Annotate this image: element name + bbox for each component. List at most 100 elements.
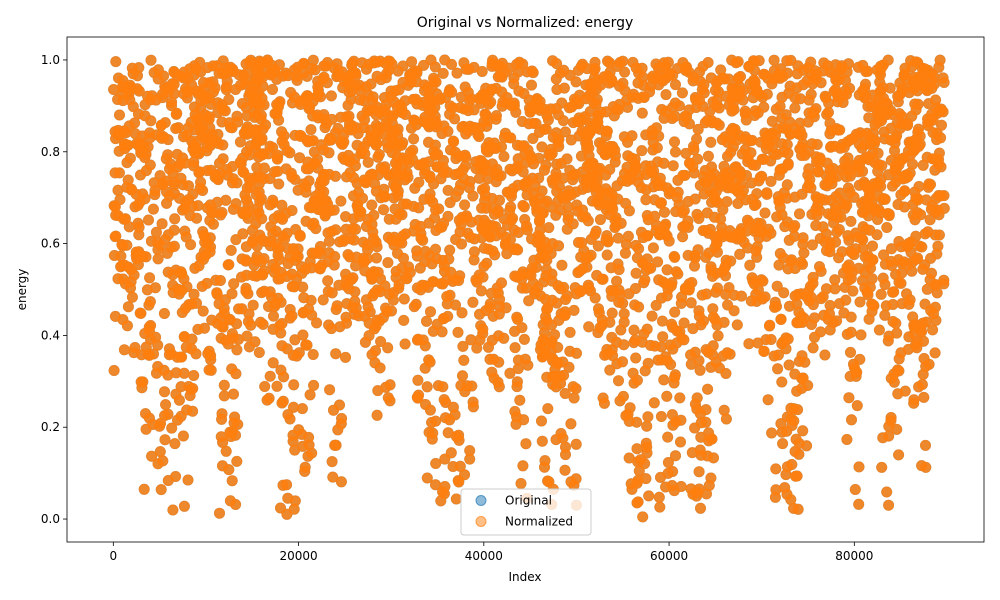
point-normalized [515,478,527,489]
point-normalized [509,342,521,354]
point-normalized [777,438,789,450]
point-normalized [147,203,159,215]
point-normalized [593,307,605,319]
point-normalized [471,342,483,354]
point-normalized [883,499,895,511]
point-normalized [141,284,153,296]
point-normalized [855,329,867,341]
point-normalized [296,403,308,415]
point-normalized [762,394,774,406]
point-normalized [694,364,706,376]
plot-area [66,36,985,543]
point-normalized [428,178,440,190]
point-normalized [276,199,288,211]
point-normalized [452,326,464,338]
point-normalized [421,472,433,484]
point-normalized [693,466,705,478]
point-normalized [674,392,686,404]
point-normalized [330,348,342,360]
point-normalized [849,484,861,495]
point-normalized [829,274,841,286]
point-normalized [156,218,168,230]
point-normalized [399,338,411,350]
point-normalized [449,169,461,181]
point-normalized [601,249,613,261]
point-normalized [661,390,673,402]
point-normalized [305,124,317,136]
point-normalized [288,379,300,391]
point-normalized [108,365,120,376]
point-normalized [520,438,532,450]
point-normalized [207,218,219,230]
point-normalized [853,498,865,510]
point-normalized [920,439,931,451]
point-normalized [457,340,469,352]
point-normalized [414,262,426,274]
point-normalized [169,213,181,225]
point-normalized [187,405,199,417]
point-normalized [702,383,714,395]
point-normalized [364,306,376,318]
point-normalized [273,178,285,190]
point-normalized [365,78,377,90]
point-normalized [325,90,337,102]
point-normalized [114,109,125,121]
point-normalized [613,375,624,387]
point-normalized [348,234,360,246]
point-normalized [851,400,863,412]
point-normalized [121,157,133,169]
point-normalized [542,475,554,487]
point-normalized [413,176,425,188]
point-normalized [630,267,642,279]
point-normalized [458,354,470,366]
point-normalized [803,295,815,307]
point-normalized [122,301,134,313]
point-normalized [155,484,167,496]
point-normalized [251,162,263,173]
point-normalized [695,502,706,514]
point-normalized [845,215,857,227]
point-normalized [259,381,271,392]
point-normalized [662,431,674,443]
point-normalized [669,110,681,122]
point-normalized [707,340,719,352]
point-normalized [643,490,655,502]
point-normalized [815,293,827,305]
point-normalized [656,315,668,327]
point-normalized [761,187,773,199]
point-normalized [275,364,287,376]
point-normalized [294,229,306,241]
point-normalized [853,461,865,473]
point-normalized [350,223,362,235]
point-normalized [264,370,276,382]
point-normalized [536,415,547,427]
point-normalized [110,230,122,242]
point-normalized [444,244,456,256]
point-normalized [307,349,319,360]
point-normalized [526,79,537,91]
point-normalized [167,504,179,516]
point-normalized [753,55,765,67]
point-normalized [263,392,275,404]
point-normalized [764,319,776,331]
point-normalized [775,313,787,325]
point-normalized [188,370,200,381]
chart-title: Original vs Normalized: energy [417,15,634,31]
point-normalized [412,374,424,386]
point-normalized [647,242,659,254]
point-normalized [518,333,530,345]
point-normalized [640,194,652,206]
point-normalized [126,291,138,303]
point-normalized [731,319,743,331]
point-normalized [766,427,778,439]
point-normalized [144,272,156,284]
point-normalized [615,324,627,336]
point-normalized [561,223,573,235]
point-normalized [863,313,875,325]
point-normalized [267,84,278,95]
point-normalized [467,296,479,308]
point-normalized [145,54,157,66]
point-normalized [598,397,610,409]
point-normalized [118,344,130,356]
